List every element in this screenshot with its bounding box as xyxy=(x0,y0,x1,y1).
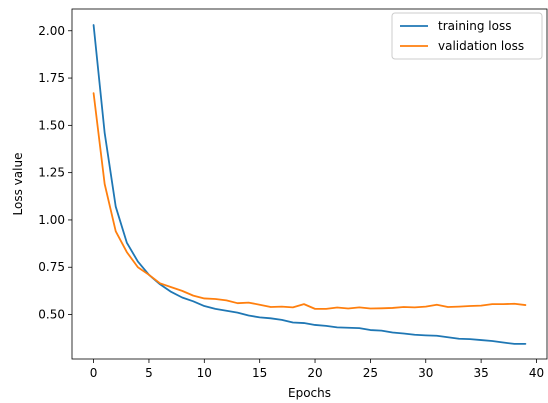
x-tick-label: 5 xyxy=(145,366,153,380)
plot-frame xyxy=(71,8,548,360)
y-axis: 0.50 0.75 1.00 1.25 1.50 1.75 2.00 xyxy=(38,24,72,322)
legend-entry: validation loss xyxy=(438,39,524,53)
y-tick-label: 1.75 xyxy=(38,71,65,85)
series-line-training-loss xyxy=(92,24,527,345)
x-tick-label: 35 xyxy=(473,366,488,380)
x-axis-label: Epochs xyxy=(288,386,331,400)
x-tick-label: 15 xyxy=(252,366,267,380)
y-axis-label: Loss value xyxy=(11,153,25,216)
x-tick-label: 40 xyxy=(529,366,544,380)
x-tick-label: 20 xyxy=(307,366,322,380)
y-tick-label: 0.50 xyxy=(38,308,65,322)
x-tick-label: 10 xyxy=(197,366,212,380)
x-tick-label: 0 xyxy=(90,366,98,380)
series-line-validation-loss xyxy=(92,92,527,310)
y-tick-label: 1.00 xyxy=(38,213,65,227)
legend-entry: training loss xyxy=(438,19,511,33)
plot-lines xyxy=(92,24,527,345)
x-axis: 0 5 10 15 20 25 30 35 40 xyxy=(90,359,544,380)
legend-box xyxy=(391,12,543,60)
y-tick-label: 1.25 xyxy=(38,166,65,180)
legend: training loss validation loss xyxy=(391,12,543,60)
y-tick-label: 1.50 xyxy=(38,118,65,132)
y-tick-label: 0.75 xyxy=(38,260,65,274)
y-tick-label: 2.00 xyxy=(38,24,65,38)
x-tick-label: 25 xyxy=(363,366,378,380)
x-tick-label: 30 xyxy=(418,366,433,380)
